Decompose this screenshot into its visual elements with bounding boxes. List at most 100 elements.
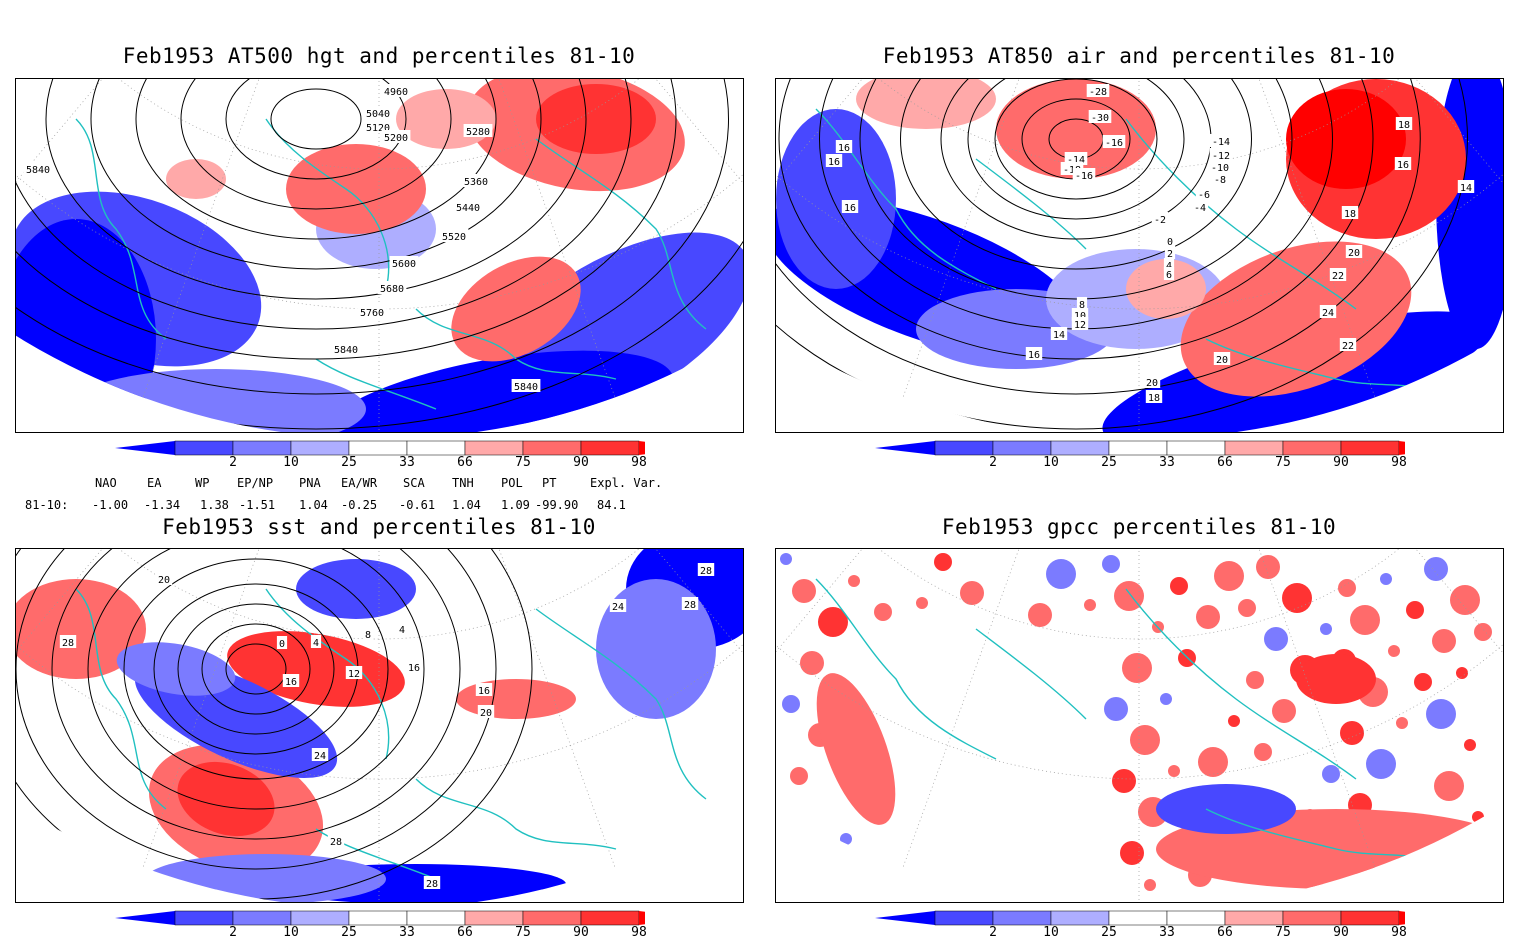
contour-label-box — [681, 597, 699, 610]
contour-label: -28 — [1089, 87, 1107, 98]
contour-label: 16 — [1397, 160, 1409, 171]
colorbar-tick-label: 66 — [457, 455, 473, 470]
panel-title-500hgt: Feb1953 AT500 hgt and percentiles 81-10 — [122, 44, 636, 68]
contour-label: 20 — [158, 575, 170, 586]
contour-label-box — [1395, 117, 1413, 130]
contour-label: -12 — [1212, 151, 1230, 162]
contour-label: 16 — [1028, 350, 1040, 361]
contour-label: 4 — [399, 625, 405, 636]
contour-line — [776, 79, 1468, 430]
colorbar-tick-label: 33 — [1159, 455, 1175, 470]
contour-label: -30 — [1091, 113, 1109, 124]
contour-label: 6 — [1166, 270, 1172, 281]
index-value-pol: 1.09 — [501, 498, 530, 512]
precip-patch — [1450, 585, 1480, 615]
contour-label: 4960 — [384, 87, 408, 98]
precip-patch — [780, 553, 792, 565]
contour-line — [177, 603, 335, 735]
contour-label-box — [511, 379, 541, 392]
colorbar-high-arrow — [639, 911, 645, 925]
precip-patch — [874, 603, 892, 621]
contour-label-box — [331, 342, 361, 355]
shading-area — [776, 109, 896, 289]
shading-area — [996, 79, 1156, 179]
contour-label: -18 — [1063, 165, 1081, 176]
contour-line — [180, 79, 452, 210]
colorbar-high-arrow — [1399, 441, 1405, 455]
contour-label-box — [362, 627, 374, 640]
coastline — [815, 578, 1477, 870]
contour-line — [778, 79, 1374, 360]
colorbar-tick-label: 66 — [457, 925, 473, 940]
shading-area — [227, 631, 405, 707]
precip-patch — [1442, 843, 1472, 873]
precip-patch — [1160, 693, 1172, 705]
precip-patch — [818, 607, 848, 637]
precip-patch — [1254, 743, 1272, 761]
precip-patch — [960, 581, 984, 605]
map-850air: -28-30-16-14-18-16-14-12-10-8-6-4-202468… — [776, 79, 1503, 432]
contour-label-box — [697, 563, 715, 576]
precip-patch — [848, 575, 860, 587]
precip-patch — [1196, 605, 1220, 629]
colorbar-tick-label: 98 — [1391, 455, 1407, 470]
colorbar-tick-label: 10 — [283, 455, 299, 470]
colorbar-segment — [464, 910, 524, 926]
shading-area — [318, 350, 674, 432]
shading-area — [536, 84, 656, 154]
contour-label-box — [835, 140, 853, 153]
contour-label-box — [381, 130, 411, 143]
contour-label-box — [841, 200, 859, 213]
colorbar-segment — [1050, 440, 1110, 456]
colorbar-tick-label: 75 — [515, 925, 531, 940]
precip-patch — [1456, 667, 1468, 679]
contour-label-box — [1163, 258, 1175, 271]
map-background — [776, 549, 1503, 902]
precip-patch — [792, 579, 816, 603]
shading-area — [816, 673, 896, 825]
precip-patch — [1028, 603, 1052, 627]
colorbar-segment — [1282, 440, 1342, 456]
colorbar-tick-label: 75 — [1275, 925, 1291, 940]
precip-patch — [1380, 573, 1392, 585]
index-header-eawr: EA/WR — [341, 476, 378, 490]
precip-patch — [1120, 841, 1144, 865]
colorbar-tick-label: 33 — [399, 455, 415, 470]
contour-label-box — [463, 124, 493, 137]
contour-label-box — [345, 666, 363, 679]
contour-label-box — [1143, 375, 1161, 388]
contour-label: 0 — [1167, 237, 1173, 248]
contour-label-box — [1211, 172, 1229, 185]
colorbar-bottom-right: 2 10 25 33 66 75 90 98 — [875, 909, 1407, 943]
colorbar-high-arrow — [1399, 911, 1405, 925]
precip-patch — [1366, 749, 1396, 779]
contour-label-box — [357, 305, 387, 318]
contour-label: 16 — [478, 686, 490, 697]
precip-patch — [1338, 579, 1356, 597]
contour-label: 2 — [1167, 249, 1173, 260]
colorbar-segment — [1108, 910, 1168, 926]
contour-line — [859, 79, 1293, 300]
contour-label: 5280 — [466, 127, 490, 138]
contour-line — [16, 549, 497, 870]
contour-label-box — [1164, 234, 1176, 247]
contour-label: 20 — [480, 708, 492, 719]
precip-patch — [1046, 559, 1076, 589]
contour-line — [90, 79, 542, 270]
precip-patch — [840, 833, 852, 845]
precip-patch — [1228, 715, 1240, 727]
index-value-sca: -0.61 — [399, 498, 436, 512]
index-header-nao: NAO — [95, 476, 117, 490]
contour-label: 28 — [330, 837, 342, 848]
colorbar-segment — [1340, 440, 1400, 456]
shading-area — [177, 761, 275, 837]
shading-area — [396, 89, 496, 149]
map-panel-500hgt: 4960 5040 5120 5200 5280 5360 5440 5520 5600 5680… — [15, 78, 744, 433]
precip-patch — [1398, 859, 1416, 877]
colorbar-segment — [992, 440, 1052, 456]
contour-label: 5200 — [384, 133, 408, 144]
index-value-tnh: 1.04 — [452, 498, 481, 512]
colorbar-segment — [1340, 910, 1400, 926]
precip-patch — [1170, 577, 1188, 595]
precip-patch — [1256, 555, 1280, 579]
